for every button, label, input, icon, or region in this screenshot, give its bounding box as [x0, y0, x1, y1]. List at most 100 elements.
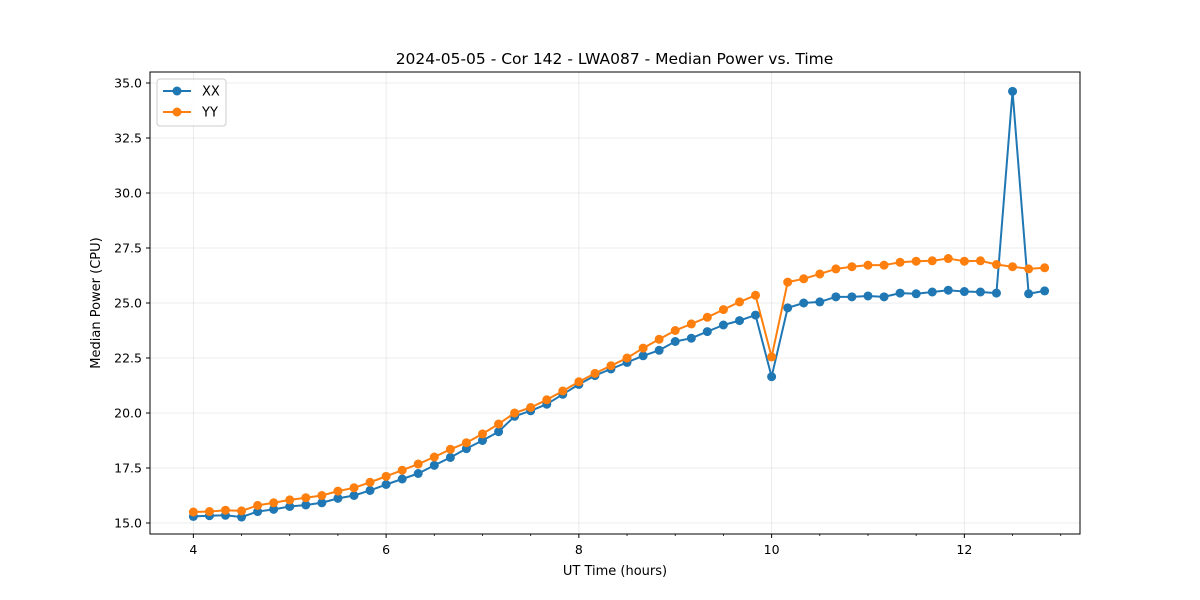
data-point-xx	[991, 288, 1001, 298]
data-point-yy	[1008, 262, 1018, 272]
legend-marker-xx	[172, 86, 182, 96]
data-point-yy	[943, 254, 953, 264]
data-point-yy	[413, 459, 423, 469]
data-point-xx	[975, 287, 985, 297]
data-point-yy	[285, 495, 295, 505]
data-point-xx	[927, 287, 937, 297]
chart-title: 2024-05-05 - Cor 142 - LWA087 - Median P…	[396, 50, 834, 68]
data-point-yy	[735, 297, 745, 307]
y-tick-label: 25.0	[114, 296, 142, 311]
data-point-yy	[606, 361, 616, 371]
legend-marker-yy	[172, 107, 182, 117]
data-point-xx	[895, 288, 905, 298]
legend: XX YY	[156, 78, 227, 127]
data-point-yy	[220, 505, 230, 515]
data-point-xx	[831, 292, 841, 302]
data-point-yy	[831, 264, 841, 274]
data-point-yy	[863, 260, 873, 270]
data-point-xx	[654, 345, 664, 355]
data-point-yy	[815, 269, 825, 279]
y-axis-label: Median Power (CPU)	[89, 237, 104, 368]
grid	[150, 72, 1080, 534]
data-point-xx	[959, 287, 969, 297]
data-point-yy	[477, 429, 487, 439]
data-point-xx	[1040, 286, 1050, 296]
data-point-yy	[702, 312, 712, 322]
data-point-yy	[975, 256, 985, 266]
data-point-yy	[574, 377, 584, 387]
data-point-xx	[686, 333, 696, 343]
data-point-yy	[590, 368, 600, 378]
data-point-xx	[349, 491, 359, 500]
data-point-yy	[991, 260, 1001, 269]
data-point-yy	[751, 290, 761, 300]
y-tick-label: 22.5	[114, 351, 142, 366]
data-point-yy	[349, 483, 359, 493]
legend-entry-yy: YY	[163, 106, 218, 121]
data-point-yy	[879, 260, 889, 270]
data-point-yy	[317, 491, 327, 500]
data-point-yy	[686, 319, 696, 329]
data-point-yy	[847, 262, 857, 272]
data-point-xx	[702, 327, 712, 337]
data-point-yy	[397, 465, 407, 475]
data-point-yy	[188, 507, 198, 517]
data-point-xx	[670, 337, 680, 346]
legend-entry-xx: XX	[163, 85, 220, 100]
data-point-yy	[1040, 263, 1050, 273]
data-point-xx	[638, 351, 648, 361]
y-tick-label: 27.5	[114, 241, 142, 256]
x-axis-label: UT Time (hours)	[563, 564, 667, 579]
data-point-xx	[751, 310, 761, 320]
data-point-xx	[815, 297, 825, 307]
x-tick-label: 4	[189, 542, 197, 557]
data-point-yy	[654, 334, 664, 344]
data-point-yy	[767, 352, 777, 362]
data-point-yy	[204, 507, 214, 517]
y-tick-label: 20.0	[114, 406, 142, 421]
data-point-xx	[799, 298, 809, 308]
data-point-yy	[622, 353, 632, 363]
data-point-yy	[526, 403, 536, 412]
data-point-xx	[413, 469, 423, 478]
data-point-yy	[799, 274, 809, 284]
data-point-yy	[542, 395, 552, 405]
data-point-xx	[1008, 86, 1018, 96]
data-point-yy	[461, 438, 471, 448]
data-point-yy	[895, 257, 905, 267]
data-point-yy	[269, 498, 279, 508]
data-point-xx	[1024, 289, 1034, 299]
data-point-xx	[237, 512, 247, 522]
data-point-xx	[301, 500, 311, 510]
data-point-yy	[429, 452, 439, 462]
data-point-yy	[1024, 264, 1034, 274]
data-point-yy	[301, 493, 311, 503]
data-point-xx	[253, 507, 263, 517]
data-point-xx	[381, 480, 391, 489]
data-point-yy	[911, 256, 921, 266]
data-point-xx	[365, 485, 375, 495]
data-point-yy	[638, 343, 648, 353]
data-point-yy	[927, 256, 937, 266]
data-point-xx	[429, 460, 439, 470]
legend-label-xx: XX	[202, 85, 220, 100]
data-point-xx	[879, 292, 889, 302]
data-point-yy	[445, 444, 455, 454]
x-tick-label: 10	[764, 542, 780, 557]
data-point-yy	[494, 419, 504, 429]
data-point-xx	[333, 493, 343, 503]
y-tick-label: 15.0	[114, 516, 142, 531]
x-tick-label: 6	[382, 542, 390, 557]
x-tick-label: 8	[575, 542, 583, 557]
data-point-yy	[718, 305, 728, 315]
data-point-xx	[847, 292, 857, 302]
data-point-xx	[397, 474, 407, 484]
data-point-yy	[959, 256, 969, 266]
data-point-yy	[783, 277, 793, 287]
data-point-xx	[445, 452, 455, 462]
legend-label-yy: YY	[201, 106, 218, 121]
data-point-xx	[285, 502, 295, 511]
data-point-yy	[253, 500, 263, 510]
x-tick-label: 12	[956, 542, 972, 557]
y-tick-label: 17.5	[114, 461, 142, 476]
